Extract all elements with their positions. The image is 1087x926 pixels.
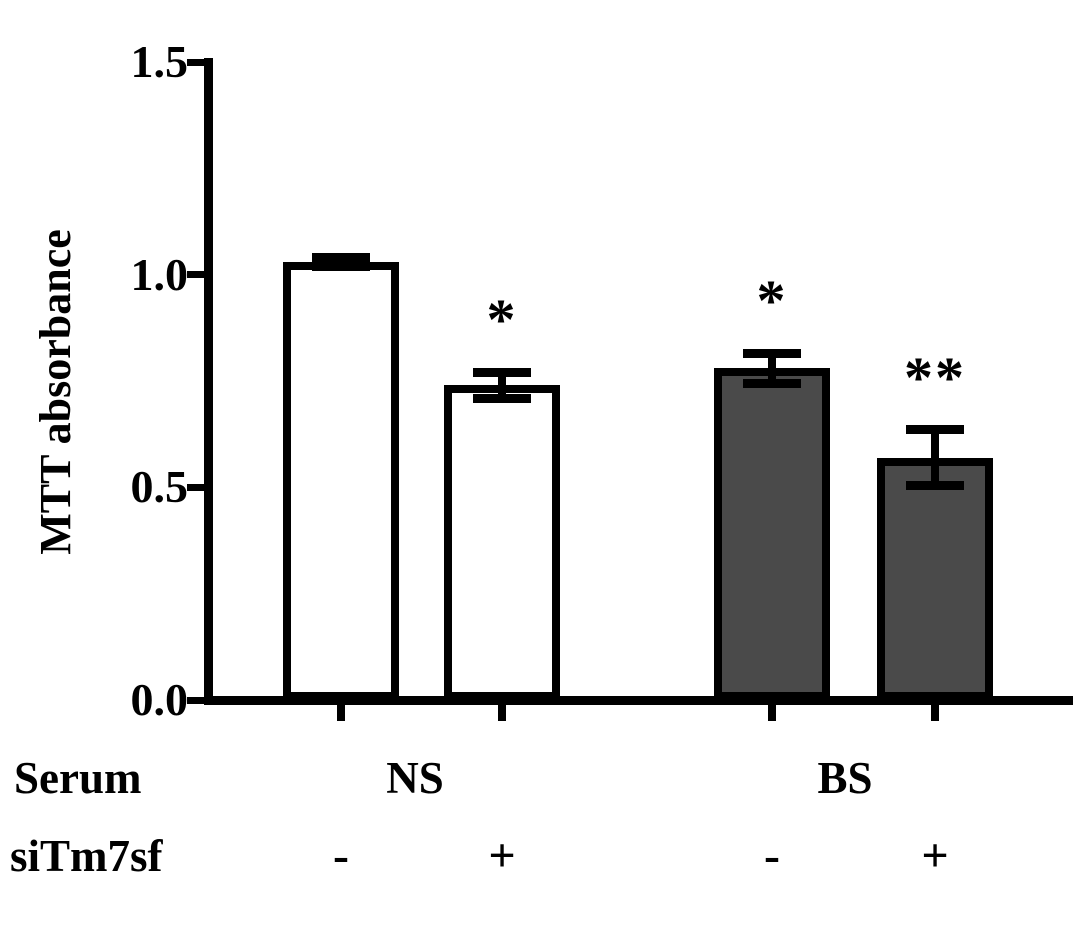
y-axis-line [203,58,213,705]
error-bar-bottom-cap [906,480,964,490]
serum-row-label: Serum [14,753,142,803]
y-tick-mark [186,696,204,704]
y-tick-label: 1.0 [130,248,189,300]
bar-ns-sitm7sf-minus [283,261,399,700]
error-bar-line [498,372,506,398]
x-tick-mark [931,704,939,721]
x-tick-mark [498,704,506,721]
error-bar-line [931,429,939,486]
y-tick-mark [186,58,204,66]
sitm7sf-sign-label: - [333,829,349,882]
error-bar-bottom-cap [473,393,531,403]
sitm7sf-sign-label: - [764,829,780,882]
error-bar-bottom-cap [743,378,801,388]
y-tick-label: 0.0 [130,674,189,725]
sitm7sf-sign-label: + [488,829,516,882]
y-tick-label: 1.5 [130,36,189,87]
error-bar-bottom-cap [312,261,370,271]
significance-marker: * [486,287,518,353]
error-bar-top-cap [312,253,370,263]
sitm7sf-row-label: siTm7sf [10,831,163,881]
sitm7sf-sign-label: + [921,829,949,882]
y-tick-label: 0.5 [130,461,189,513]
error-bar-top-cap [743,348,801,358]
y-axis-title: MTT absorbance [31,229,80,555]
error-bar-line [768,353,776,384]
serum-group-label-bs: BS [817,753,873,803]
significance-marker: ** [904,344,966,410]
serum-group-label-ns: NS [386,753,444,803]
significance-marker: * [756,268,788,334]
error-bar-top-cap [473,367,531,377]
x-axis-line [203,695,1073,705]
error-bar-top-cap [906,425,964,435]
y-tick-mark [186,483,204,491]
x-tick-mark [337,704,345,721]
bar-bs-sitm7sf-plus [877,457,993,700]
x-tick-mark [768,704,776,721]
y-tick-mark [186,271,204,279]
bar-ns-sitm7sf-plus [444,385,560,700]
bar-bs-sitm7sf-minus [714,368,830,700]
